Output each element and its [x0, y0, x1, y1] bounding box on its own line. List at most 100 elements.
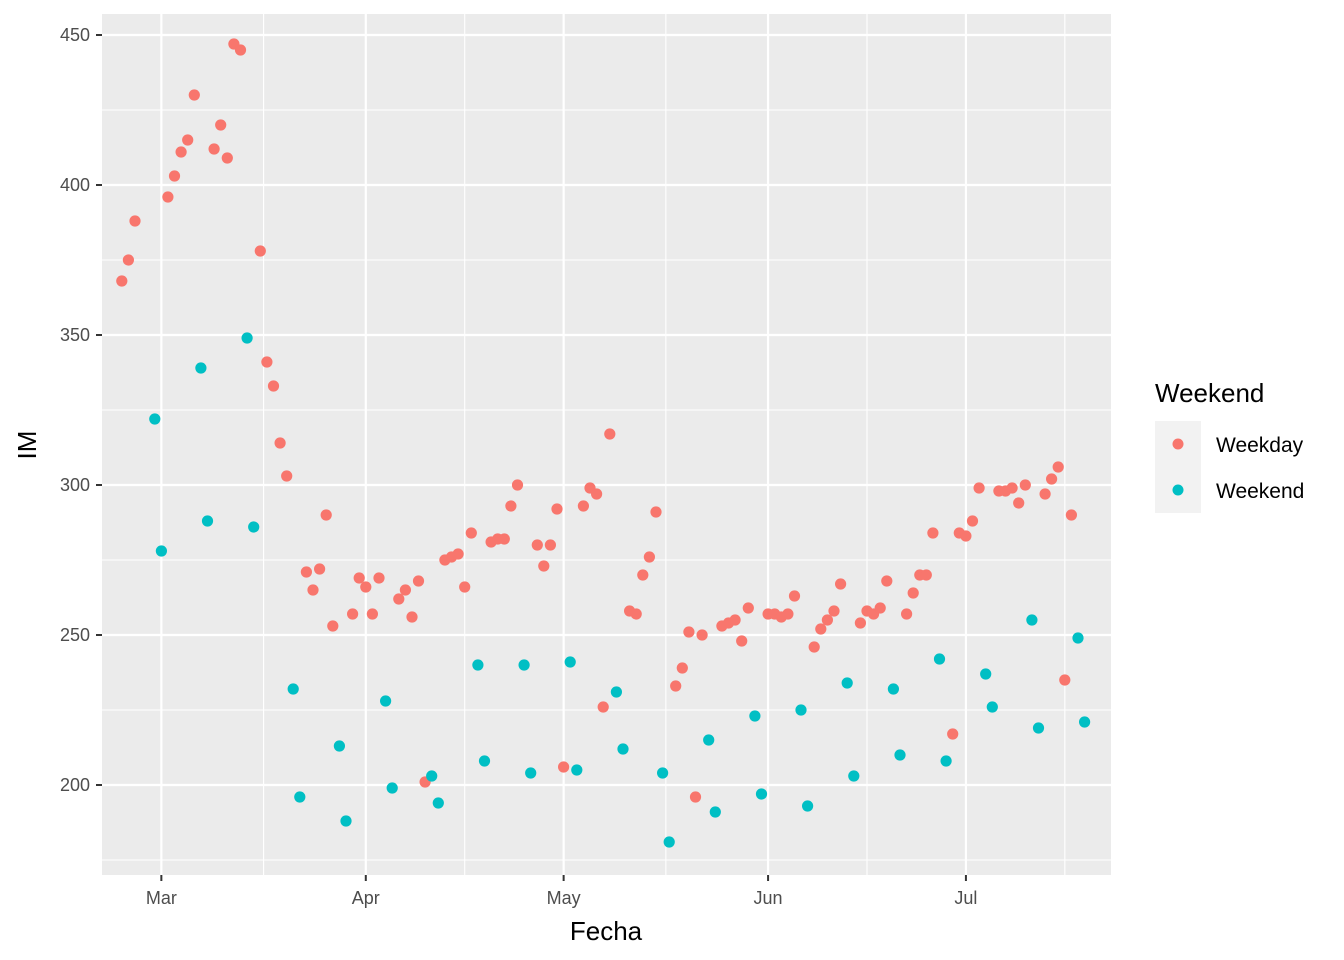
data-point-weekday — [551, 503, 563, 515]
data-point-weekend — [149, 413, 161, 425]
data-point-weekend — [426, 770, 438, 782]
data-point-weekday — [531, 539, 543, 551]
x-tick-label: Jul — [954, 888, 977, 908]
data-point-weekend — [201, 515, 214, 527]
data-point-weekday — [597, 701, 609, 713]
x-tick-label: Mar — [146, 888, 177, 908]
data-point-weekday — [815, 623, 827, 635]
data-point-weekend — [657, 767, 669, 779]
y-axis-title: IM — [12, 431, 42, 460]
data-point-weekday — [360, 581, 372, 593]
data-point-weekday — [465, 527, 477, 539]
data-point-weekday — [116, 275, 128, 287]
data-point-weekend — [155, 545, 167, 557]
data-point-weekday — [591, 488, 603, 500]
data-point-weekday — [182, 134, 194, 146]
data-point-weekend — [287, 683, 299, 695]
data-point-weekend — [848, 770, 860, 782]
data-point-weekend — [518, 659, 530, 671]
data-point-weekday — [327, 620, 339, 632]
data-point-weekday — [650, 506, 662, 518]
data-point-weekday — [393, 593, 405, 605]
data-point-weekend — [986, 701, 998, 713]
y-tick-label: 400 — [60, 175, 90, 195]
data-point-weekend — [841, 677, 853, 689]
data-point-weekday — [544, 539, 557, 551]
data-point-weekday — [689, 791, 702, 803]
data-point-weekend — [802, 800, 814, 812]
data-point-weekday — [966, 515, 979, 527]
data-point-weekday — [498, 533, 510, 545]
x-axis-title: Fecha — [570, 916, 643, 946]
data-point-weekday — [511, 479, 524, 491]
x-tick-label: Apr — [352, 888, 380, 908]
data-point-weekday — [670, 680, 682, 692]
legend: Weekend Weekday Weekend — [1155, 378, 1304, 513]
data-point-weekend — [1032, 722, 1045, 734]
y-tick-label: 250 — [60, 625, 90, 645]
data-point-weekday — [129, 215, 141, 227]
data-point-weekday — [1046, 473, 1058, 485]
data-point-weekday — [505, 500, 517, 512]
y-tick-label: 200 — [60, 775, 90, 795]
data-point-weekday — [874, 602, 886, 614]
x-axis: Mar Apr May Jun Jul — [146, 875, 977, 908]
data-point-weekend — [709, 806, 721, 818]
minor-gridlines — [102, 14, 1111, 875]
data-point-weekend — [894, 749, 906, 761]
data-point-weekday — [637, 569, 649, 581]
data-point-weekend — [432, 797, 444, 809]
legend-label-weekday: Weekday — [1216, 434, 1304, 457]
data-point-weekend — [472, 659, 484, 671]
data-point-weekday — [821, 614, 834, 626]
data-point-weekend — [525, 767, 537, 779]
data-point-weekday — [1039, 488, 1051, 500]
data-point-weekday — [168, 170, 181, 182]
legend-title: Weekend — [1155, 378, 1264, 408]
major-gridlines — [102, 14, 1111, 875]
data-point-weekday — [208, 143, 220, 155]
x-tick-label: Jun — [754, 888, 783, 908]
data-point-weekday — [274, 437, 286, 449]
data-point-weekday — [782, 608, 794, 620]
data-point-weekday — [261, 356, 273, 368]
data-point-weekday — [215, 119, 227, 131]
data-point-weekend — [478, 755, 491, 767]
data-point-weekday — [854, 617, 867, 629]
data-point-weekday — [736, 635, 748, 647]
y-axis: 200 250 300 350 400 450 — [60, 25, 102, 795]
data-point-weekday — [947, 728, 959, 740]
plot-panel — [102, 14, 1111, 875]
data-points — [116, 38, 1091, 848]
data-point-weekday — [221, 152, 233, 164]
data-point-weekday — [901, 608, 913, 620]
data-point-weekday — [1019, 479, 1031, 491]
data-point-weekday — [399, 584, 411, 596]
data-point-weekday — [122, 254, 134, 266]
data-point-weekday — [696, 629, 708, 641]
y-tick-label: 300 — [60, 475, 90, 495]
data-point-weekday — [281, 470, 293, 482]
data-point-weekday — [742, 602, 754, 614]
data-point-weekday — [1006, 482, 1018, 494]
data-point-weekday — [347, 608, 359, 620]
data-point-weekday — [973, 482, 985, 494]
data-point-weekday — [538, 560, 550, 572]
data-point-weekend — [195, 362, 207, 374]
data-point-weekday — [676, 662, 688, 674]
legend-marker-weekend — [1172, 484, 1184, 496]
data-point-weekday — [234, 44, 247, 56]
data-point-weekend — [933, 653, 946, 665]
data-point-weekend — [380, 695, 392, 707]
data-point-weekday — [577, 500, 590, 512]
data-point-weekday — [320, 509, 332, 521]
data-point-weekday — [1013, 497, 1025, 509]
data-point-weekend — [1072, 632, 1084, 644]
data-point-weekday — [373, 572, 385, 584]
data-point-weekday — [558, 761, 570, 773]
data-point-weekend — [703, 734, 715, 746]
data-point-weekday — [353, 572, 365, 584]
data-point-weekday — [307, 584, 319, 596]
data-point-weekday — [188, 89, 200, 101]
data-point-weekday — [300, 566, 312, 578]
